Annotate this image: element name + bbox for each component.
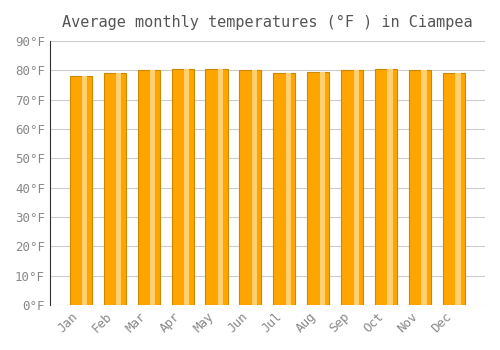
- Bar: [388, 69, 393, 305]
- Bar: [443, 73, 465, 305]
- Bar: [375, 69, 398, 305]
- Bar: [172, 69, 194, 305]
- Bar: [274, 73, 295, 305]
- Bar: [240, 70, 262, 305]
- Bar: [70, 76, 92, 305]
- Bar: [354, 70, 359, 305]
- Bar: [342, 70, 363, 305]
- Bar: [286, 73, 291, 305]
- Bar: [138, 70, 160, 305]
- Bar: [82, 76, 87, 305]
- Bar: [116, 73, 121, 305]
- Bar: [409, 70, 432, 305]
- Bar: [252, 70, 257, 305]
- Title: Average monthly temperatures (°F ) in Ciampea: Average monthly temperatures (°F ) in Ci…: [62, 15, 472, 30]
- Bar: [422, 70, 427, 305]
- Bar: [184, 69, 190, 305]
- Bar: [218, 69, 223, 305]
- Bar: [320, 72, 325, 305]
- Bar: [456, 73, 461, 305]
- Bar: [104, 73, 126, 305]
- Bar: [308, 72, 330, 305]
- Bar: [206, 69, 228, 305]
- Bar: [150, 70, 156, 305]
